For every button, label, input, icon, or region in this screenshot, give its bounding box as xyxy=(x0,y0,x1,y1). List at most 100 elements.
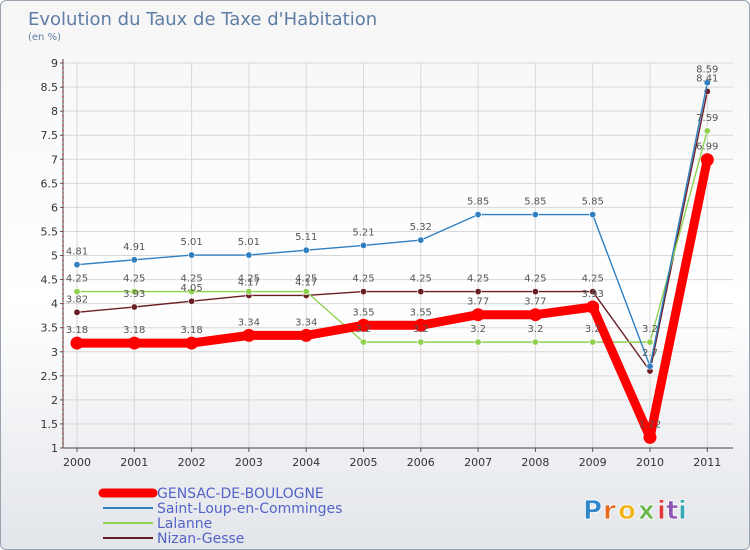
grid xyxy=(63,62,733,449)
data-label: 5.21 xyxy=(352,227,374,238)
data-label: 3.18 xyxy=(66,325,88,336)
series-line-2 xyxy=(76,130,708,343)
data-point xyxy=(589,288,597,296)
data-point xyxy=(414,318,428,332)
logo-letter: i xyxy=(657,496,666,526)
data-point xyxy=(188,251,196,259)
data-point xyxy=(130,256,138,264)
data-label: 3.2 xyxy=(356,324,372,335)
data-label: 3.2 xyxy=(585,324,601,335)
x-tick-label: 2002 xyxy=(178,456,206,469)
data-label: 4.25 xyxy=(295,274,317,285)
series-line-1 xyxy=(76,82,708,367)
data-point xyxy=(703,79,711,87)
logo-letter: r xyxy=(603,496,616,526)
data-point xyxy=(245,288,253,296)
data-label: 4.25 xyxy=(352,274,374,285)
y-tick-label: 1.5 xyxy=(41,418,59,431)
data-point xyxy=(185,336,199,350)
data-label: 2.7 xyxy=(642,348,658,359)
y-tick-label: 3.5 xyxy=(41,322,59,335)
data-label: 4.25 xyxy=(238,274,260,285)
data-label: 3.18 xyxy=(123,325,145,336)
data-label: 5.85 xyxy=(582,197,604,208)
legend-label: GENSAC-DE-BOULOGNE xyxy=(157,486,324,502)
data-point xyxy=(471,308,485,322)
y-tick-label: 2 xyxy=(51,394,58,407)
data-point xyxy=(474,338,482,346)
data-point xyxy=(70,336,84,350)
data-label: 4.17 xyxy=(295,277,317,288)
x-tick-label: 2004 xyxy=(292,456,320,469)
data-label: 3.34 xyxy=(238,317,260,328)
data-label: 4.25 xyxy=(524,274,546,285)
x-tick-label: 2010 xyxy=(636,456,664,469)
legend-label: Saint-Loup-en-Comminges xyxy=(157,501,342,517)
data-label: 3.55 xyxy=(410,307,432,318)
x-tick-label: 2007 xyxy=(464,456,492,469)
data-point xyxy=(73,288,81,296)
data-label: 6.99 xyxy=(696,142,718,153)
y-tick-label: 8 xyxy=(51,105,58,118)
data-label: 5.32 xyxy=(410,222,432,233)
series-group xyxy=(70,79,714,444)
y-tick-label: 8.5 xyxy=(41,81,59,94)
data-point xyxy=(646,338,654,346)
y-tick-label: 5.5 xyxy=(41,225,59,238)
x-tick-label: 2005 xyxy=(350,456,378,469)
data-point xyxy=(127,336,141,350)
legend-label: Nizan-Gesse xyxy=(157,531,244,547)
x-tick-label: 2011 xyxy=(693,456,721,469)
data-point xyxy=(528,308,542,322)
data-label: 4.25 xyxy=(123,274,145,285)
data-point xyxy=(531,211,539,219)
y-tick-label: 4 xyxy=(51,298,58,311)
data-label: 8.41 xyxy=(696,73,718,84)
data-label: 3.93 xyxy=(123,289,145,300)
logo-letter: t xyxy=(666,496,678,526)
data-point xyxy=(700,153,714,167)
data-point xyxy=(188,288,196,296)
data-label: 4.25 xyxy=(582,274,604,285)
data-point xyxy=(589,338,597,346)
data-label: 5.11 xyxy=(295,232,317,243)
data-point xyxy=(589,211,597,219)
data-label: 3.55 xyxy=(352,307,374,318)
data-point xyxy=(643,430,657,444)
data-label: 8.59 xyxy=(696,65,718,76)
data-label: 3.77 xyxy=(524,297,546,308)
legend-label: Lalanne xyxy=(157,516,212,532)
data-label: 3.2 xyxy=(413,324,429,335)
data-point xyxy=(586,300,600,314)
data-label: 3.18 xyxy=(180,325,202,336)
data-point xyxy=(242,328,256,342)
legend: GENSAC-DE-BOULOGNESaint-Loup-en-Comminge… xyxy=(98,486,342,547)
data-label: 3.82 xyxy=(66,294,88,305)
x-tick-label: 2006 xyxy=(407,456,435,469)
data-label: 3.2 xyxy=(642,324,658,335)
data-point xyxy=(302,246,310,254)
data-label: 3.77 xyxy=(467,297,489,308)
data-point xyxy=(646,362,654,370)
data-label: 4.25 xyxy=(467,274,489,285)
data-point xyxy=(73,308,81,316)
x-tick-label: 2008 xyxy=(521,456,549,469)
data-label: 4.05 xyxy=(180,283,202,294)
y-tick-label: 2.5 xyxy=(41,370,59,383)
y-tick-label: 7.5 xyxy=(41,129,59,142)
logo-letter: P xyxy=(583,496,602,526)
x-tick-label: 2001 xyxy=(120,456,148,469)
data-point xyxy=(188,297,196,305)
data-point xyxy=(359,338,367,346)
data-label: 4.91 xyxy=(123,242,145,253)
logo-letter: i xyxy=(678,496,687,526)
y-tick-label: 7 xyxy=(51,153,58,166)
data-point xyxy=(130,288,138,296)
data-labels: 3.18 3.18 3.18 3.34 3.34 3.55 3.55 3.77 3.77 3.93… xyxy=(66,65,719,431)
data-label: 5.01 xyxy=(180,237,202,248)
data-label: 5.01 xyxy=(238,237,260,248)
data-label: 4.25 xyxy=(410,274,432,285)
